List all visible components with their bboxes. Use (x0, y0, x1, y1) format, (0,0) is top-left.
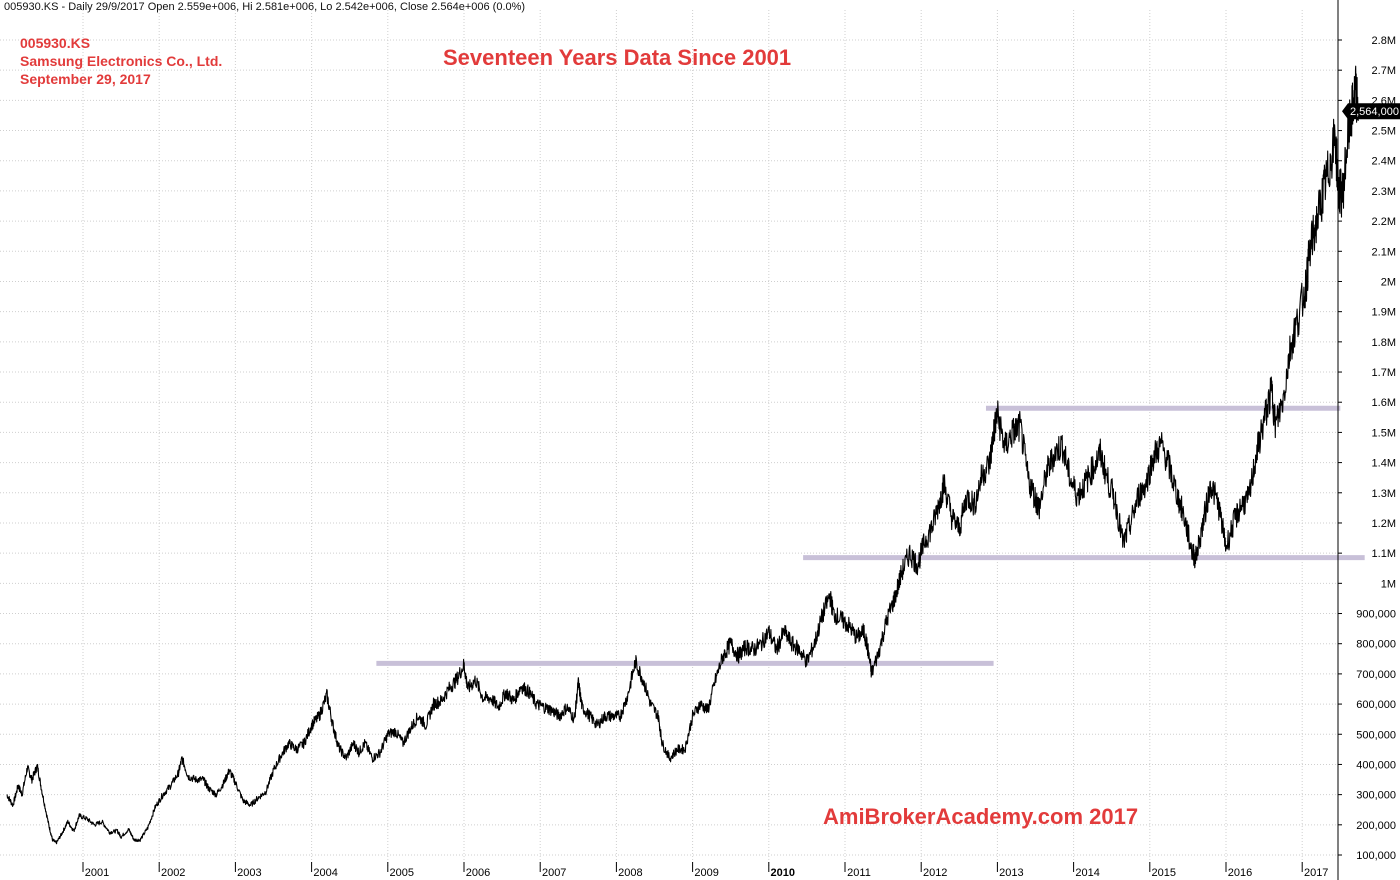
y-tick-label: 200,000 (1356, 820, 1396, 832)
y-tick-label: 2.4M (1372, 156, 1396, 168)
y-tick-label: 2M (1381, 276, 1396, 288)
y-tick-label: 1.5M (1372, 427, 1396, 439)
price-line (6, 65, 1360, 845)
y-tick-label: 100,000 (1356, 850, 1396, 862)
y-tick-label: 2.8M (1372, 35, 1396, 47)
y-tick-label: 800,000 (1356, 639, 1396, 651)
y-tick-label: 500,000 (1356, 729, 1396, 741)
last-price-badge (1342, 103, 1400, 120)
last-price-badge-group: 2,564,000 (1342, 103, 1400, 120)
y-tick-label: 1.1M (1372, 548, 1396, 560)
x-tick-label: 2014 (1075, 867, 1099, 879)
y-tick-label: 400,000 (1356, 759, 1396, 771)
x-tick-label: 2007 (542, 867, 566, 879)
x-tick-label: 2016 (1228, 867, 1252, 879)
x-tick-label: 2002 (161, 867, 185, 879)
x-tick-label: 2011 (847, 867, 871, 879)
y-tick-label: 2.1M (1372, 246, 1396, 258)
y-tick-label: 900,000 (1356, 609, 1396, 621)
y-tick-label: 1.9M (1372, 307, 1396, 319)
ticker-label: 005930.KS (20, 35, 91, 51)
watermark: AmiBrokerAcademy.com 2017 (823, 804, 1139, 829)
y-tick-label: 2.7M (1372, 65, 1396, 77)
y-tick-label: 2.3M (1372, 186, 1396, 198)
x-tick-label: 2006 (466, 867, 490, 879)
x-tick-label: 2009 (694, 867, 718, 879)
y-tick-label: 1.8M (1372, 337, 1396, 349)
x-tick-label: 2001 (85, 867, 109, 879)
support-resistance-lines (376, 405, 1365, 666)
y-tick-label: 1.2M (1372, 518, 1396, 530)
price-series (6, 65, 1360, 845)
y-tick-label: 1.4M (1372, 458, 1396, 470)
y-tick-label: 1.3M (1372, 488, 1396, 500)
date-label: September 29, 2017 (20, 71, 151, 87)
x-tick-label: 2003 (237, 867, 261, 879)
y-tick-label: 300,000 (1356, 790, 1396, 802)
x-tick-label: 2005 (390, 867, 414, 879)
x-tick-label: 2013 (999, 867, 1023, 879)
chart-title: Seventeen Years Data Since 2001 (443, 45, 792, 70)
quote-header: 005930.KS - Daily 29/9/2017 Open 2.559e+… (4, 1, 526, 13)
y-tick-label: 700,000 (1356, 669, 1396, 681)
x-tick-label: 2017 (1304, 867, 1328, 879)
x-tick-label: 2008 (618, 867, 642, 879)
last-price-label: 2,564,000 (1350, 106, 1399, 118)
company-label: Samsung Electronics Co., Ltd. (20, 53, 223, 69)
y-tick-label: 2.2M (1372, 216, 1396, 228)
x-tick-label: 2004 (313, 867, 337, 879)
y-tick-label: 1M (1381, 578, 1396, 590)
x-tick-label: 2015 (1152, 867, 1176, 879)
y-axis: 100,000 200,000 300,000 400,000 500,000 600,0… (1337, 0, 1396, 880)
y-tick-label: 1.7M (1372, 367, 1396, 379)
grid-lines (0, 10, 1338, 868)
y-tick-label: 1.6M (1372, 397, 1396, 409)
x-tick-label: 2010 (771, 867, 795, 879)
y-tick-label: 2.5M (1372, 126, 1396, 138)
x-axis: 2001 2002 2003 2004 2005 2006 2007 2008 2009 2010… (82, 862, 1328, 879)
x-tick-label: 2012 (923, 867, 947, 879)
y-tick-label: 600,000 (1356, 699, 1396, 711)
